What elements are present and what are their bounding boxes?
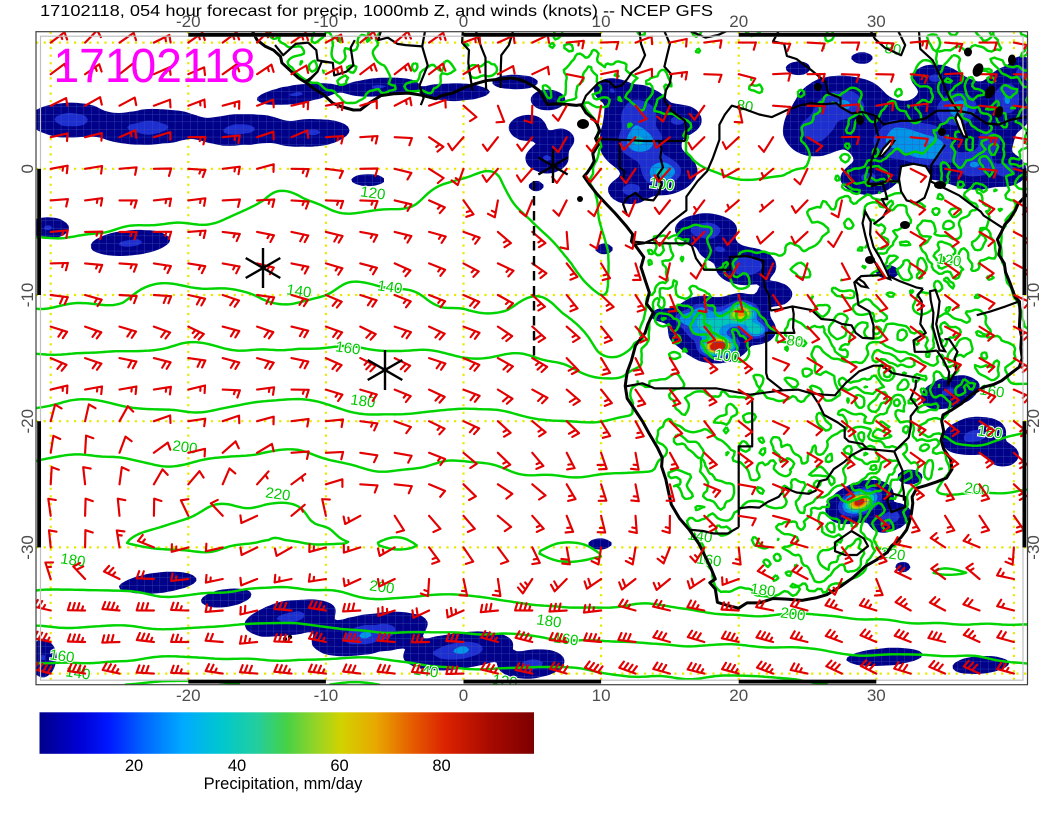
svg-text:-10: -10 [314,686,339,705]
svg-text:160: 160 [552,629,579,649]
svg-text:-30: -30 [18,535,37,560]
svg-text:180: 180 [749,580,776,600]
svg-text:Precipitation, mm/day: Precipitation, mm/day [204,775,363,793]
svg-text:80: 80 [432,757,450,775]
svg-text:30: 30 [867,12,886,31]
svg-text:17102118: 17102118 [54,40,256,93]
svg-text:0: 0 [1024,164,1043,173]
svg-text:10: 10 [592,686,611,705]
svg-text:120: 120 [359,183,386,203]
svg-text:160: 160 [48,646,75,666]
svg-text:30: 30 [867,686,886,705]
svg-text:-30: -30 [1024,535,1043,560]
svg-text:-20: -20 [1024,409,1043,434]
svg-text:140: 140 [285,281,312,301]
svg-text:160: 160 [334,338,361,358]
svg-text:180: 180 [535,611,562,631]
svg-text:20: 20 [729,686,748,705]
svg-text:120: 120 [935,250,962,270]
svg-text:140: 140 [376,277,403,297]
svg-text:0: 0 [18,164,37,173]
svg-text:220: 220 [264,484,291,504]
svg-text:-10: -10 [314,12,339,31]
svg-text:200: 200 [171,437,198,457]
svg-text:160: 160 [695,550,722,570]
svg-text:10: 10 [592,12,611,31]
svg-text:20: 20 [729,12,748,31]
svg-text:17102118, 054 hour forecast fo: 17102118, 054 hour forecast for precip, … [40,3,713,20]
svg-text:-10: -10 [18,283,37,308]
svg-text:80: 80 [785,332,804,351]
svg-text:-10: -10 [1024,283,1043,308]
svg-text:-20: -20 [176,686,201,705]
svg-text:180: 180 [976,422,1003,442]
svg-text:20: 20 [125,757,143,775]
svg-text:180: 180 [59,550,86,570]
svg-text:100: 100 [713,346,740,366]
svg-text:60: 60 [330,757,348,775]
svg-text:-20: -20 [176,12,201,31]
svg-text:0: 0 [459,12,468,31]
svg-text:-20: -20 [18,409,37,434]
svg-text:40: 40 [228,757,246,775]
svg-text:0: 0 [459,686,468,705]
